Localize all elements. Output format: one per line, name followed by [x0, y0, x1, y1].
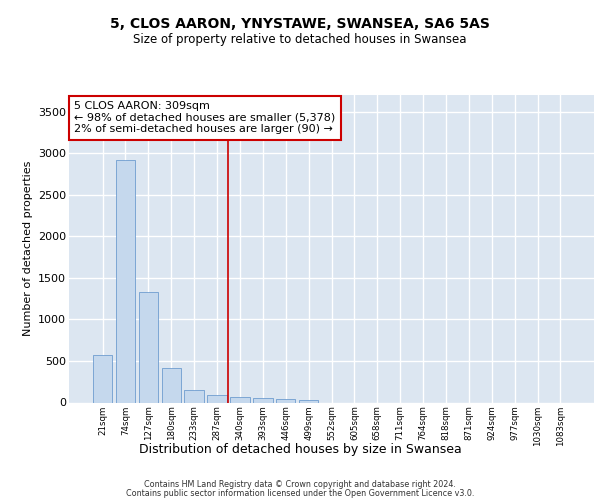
Bar — [299, 400, 319, 402]
Bar — [230, 397, 250, 402]
Bar — [208, 395, 227, 402]
Bar — [139, 292, 158, 403]
Text: Contains HM Land Registry data © Crown copyright and database right 2024.: Contains HM Land Registry data © Crown c… — [144, 480, 456, 489]
Bar — [93, 355, 112, 403]
Text: 5, CLOS AARON, YNYSTAWE, SWANSEA, SA6 5AS: 5, CLOS AARON, YNYSTAWE, SWANSEA, SA6 5A… — [110, 18, 490, 32]
Text: Size of property relative to detached houses in Swansea: Size of property relative to detached ho… — [133, 32, 467, 46]
Bar — [161, 368, 181, 402]
Y-axis label: Number of detached properties: Number of detached properties — [23, 161, 32, 336]
Bar — [276, 399, 295, 402]
Bar — [116, 160, 135, 402]
Text: 5 CLOS AARON: 309sqm
← 98% of detached houses are smaller (5,378)
2% of semi-det: 5 CLOS AARON: 309sqm ← 98% of detached h… — [74, 101, 335, 134]
Bar — [253, 398, 272, 402]
Text: Contains public sector information licensed under the Open Government Licence v3: Contains public sector information licen… — [126, 489, 474, 498]
Text: Distribution of detached houses by size in Swansea: Distribution of detached houses by size … — [139, 442, 461, 456]
Bar — [184, 390, 204, 402]
